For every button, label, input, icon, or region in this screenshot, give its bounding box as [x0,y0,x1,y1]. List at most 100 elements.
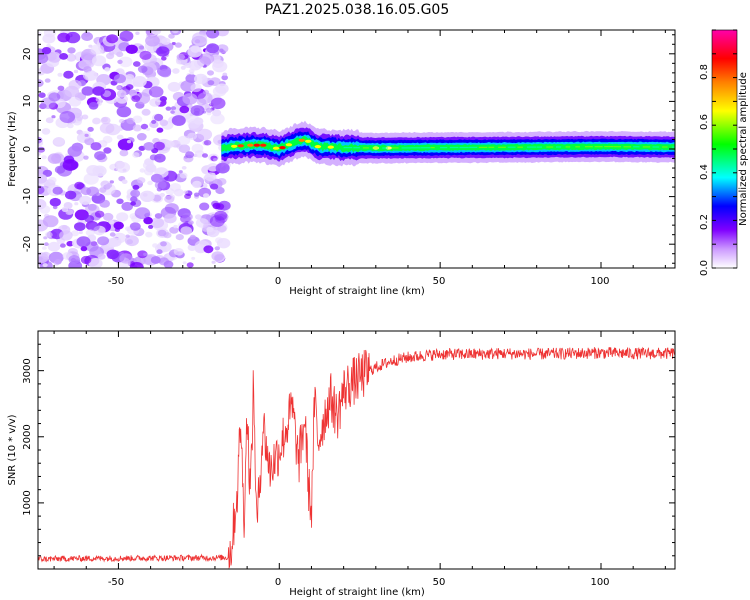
noise-blob [177,135,191,146]
noise-blob [116,198,124,205]
noise-blob [164,213,177,224]
noise-blob [81,86,94,96]
noise-blob [132,184,140,190]
noise-blob [67,123,74,129]
noise-blob [40,97,56,109]
noise-blob [74,181,85,190]
colorbar-label: Normalized spectral amplitude [738,72,749,226]
noise-blob [99,187,107,193]
noise-blob [65,31,81,44]
noise-blob [151,119,157,124]
noise-blob [83,173,99,185]
signal-band-layer [221,136,675,153]
noise-blob [92,117,101,125]
noise-blob [88,222,100,232]
noise-blob [192,180,202,189]
noise-blob [119,30,134,42]
noise-blob [129,262,144,268]
noise-blob [165,140,175,148]
noise-blob [169,226,179,234]
noise-blob [63,70,74,79]
noise-blob [38,68,46,76]
noise-blob [221,75,228,81]
noise-blob [171,30,179,34]
noise-blob [209,215,225,227]
spectrogram-xtick-label: -50 [108,276,124,287]
signal-streak [633,146,640,148]
colorbar-gradient [711,29,738,269]
noise-blob [99,122,115,134]
signal-hot-spot [237,144,244,148]
noise-blob [79,131,91,140]
signal-streak [546,146,554,148]
signal-streak [469,146,478,148]
colorbar-tick-label: 0.6 [699,114,710,130]
noise-blob [76,236,91,248]
noise-blob [44,242,49,247]
noise-blob [188,220,194,225]
snr-series-layer [38,346,675,569]
noise-blob [154,153,166,163]
noise-blob [154,180,167,190]
noise-blob [151,173,163,183]
noise-blob [106,238,119,248]
noise-blob [137,250,148,259]
noise-blob [41,47,52,55]
noise-blob [103,212,114,221]
noise-blob [164,195,175,204]
noise-blob [120,92,125,96]
noise-blob [38,252,49,264]
spectrogram-xtick-label: 0 [275,276,281,287]
noise-blob [149,98,161,107]
signal-hot-spot [314,145,322,149]
noise-blob [118,56,133,68]
noise-blob [144,30,159,37]
noise-blob [191,256,196,260]
signal-streak [391,147,399,149]
spectrogram-ticks [38,30,675,268]
signal-streak [671,146,675,148]
noise-blob [181,166,187,170]
noise-blob [38,31,42,37]
noise-blob [116,51,124,58]
noise-blob [167,81,181,92]
noise-blob [172,68,180,74]
spectrogram-ytick-label: -20 [22,236,33,252]
signal-streak [440,147,448,149]
noise-blob [141,108,151,116]
signal-hot-spot [253,143,260,147]
spectrogram-signal-band [221,120,675,168]
noise-blob [68,255,81,264]
noise-blob [87,126,94,132]
noise-blob [104,67,111,72]
noise-blob [222,72,228,77]
noise-blob [125,234,130,238]
noise-blob [154,213,163,219]
noise-blob [42,169,53,177]
noise-blob [116,85,122,90]
noise-blob [114,228,120,232]
colorbar-tick-label: 0.0 [699,260,710,276]
noise-blob [203,245,214,254]
noise-blob [211,251,224,261]
noise-blob [84,215,95,223]
noise-blob [137,65,148,73]
noise-blob [210,97,226,110]
noise-blob [66,240,74,247]
noise-blob [133,81,140,87]
noise-blob [154,113,164,122]
noise-blob [179,105,190,114]
spectrogram-noise-region [38,30,231,268]
noise-blob [113,221,124,230]
noise-blob [160,241,167,247]
spectrogram-xtick-label: 50 [433,276,446,287]
noise-blob [161,37,171,45]
noise-blob [126,194,131,199]
noise-blob [126,139,132,144]
noise-blob [39,205,51,214]
noise-blob [121,201,133,211]
noise-blob [68,79,82,90]
snr-ytick-label: 1000 [22,490,33,515]
spectrogram-ytick-label: -10 [22,188,33,204]
noise-blob [85,229,95,237]
